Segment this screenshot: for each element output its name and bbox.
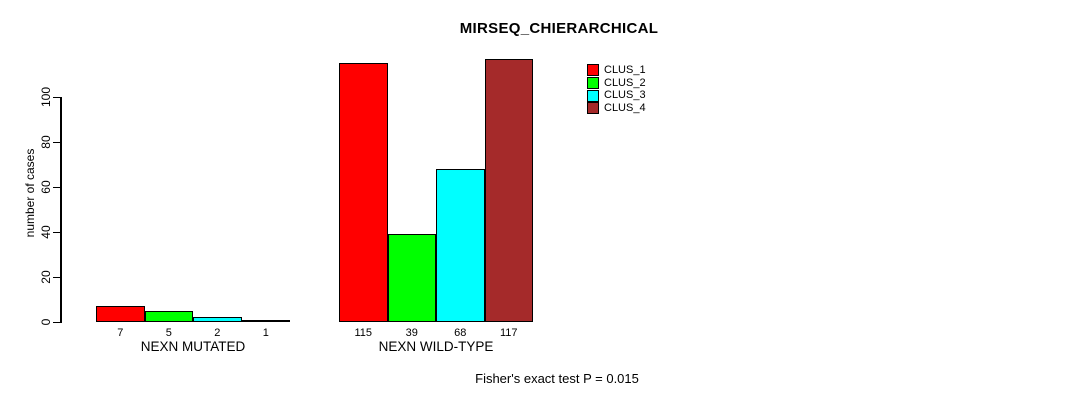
- legend-item-clus_2: CLUS_2: [587, 77, 646, 90]
- y-tick: [53, 96, 60, 98]
- bar-value-label: 68: [454, 327, 467, 339]
- y-tick-label: 100: [39, 86, 53, 108]
- bar-value-label: 7: [117, 327, 124, 339]
- legend-label: CLUS_4: [604, 101, 646, 114]
- bar-clus_1-group0: [96, 306, 145, 322]
- bar-value-label: 1: [262, 327, 269, 339]
- bar-clus_4-group0: [241, 320, 290, 322]
- fisher-test-annotation: Fisher's exact test P = 0.015: [475, 371, 639, 386]
- bar-value-label: 115: [354, 327, 373, 339]
- legend-label: CLUS_2: [604, 76, 646, 89]
- y-tick: [53, 231, 60, 233]
- legend-label: CLUS_1: [604, 63, 646, 76]
- legend-swatch-icon: [587, 64, 599, 77]
- chart-title: MIRSEQ_CHIERARCHICAL: [459, 20, 659, 37]
- y-tick: [53, 141, 60, 143]
- bar-clus_2-group1: [387, 234, 436, 322]
- x-group-label: NEXN MUTATED: [140, 339, 246, 354]
- y-tick-label: 60: [39, 180, 53, 194]
- legend: CLUS_1 CLUS_2 CLUS_3 CLUS_4: [587, 64, 646, 115]
- y-axis-line: [60, 97, 62, 323]
- y-tick: [53, 186, 60, 188]
- y-tick: [53, 321, 60, 323]
- y-tick-label: 0: [39, 318, 53, 326]
- bar-clus_4-group1: [484, 59, 533, 322]
- bar-value-label: 117: [499, 327, 518, 339]
- y-tick-label: 40: [39, 225, 53, 239]
- y-tick-label: 80: [39, 135, 53, 149]
- legend-item-clus_1: CLUS_1: [587, 64, 646, 77]
- legend-item-clus_3: CLUS_3: [587, 89, 646, 102]
- legend-item-clus_4: CLUS_4: [587, 102, 646, 115]
- x-group-label: NEXN WILD-TYPE: [378, 339, 494, 354]
- bar-clus_3-group1: [436, 169, 485, 322]
- bar-value-label: 39: [405, 327, 418, 339]
- bar-clus_3-group0: [193, 317, 242, 322]
- legend-swatch-icon: [587, 77, 599, 90]
- bar-clus_2-group0: [144, 311, 193, 322]
- bar-value-label: 2: [214, 327, 221, 339]
- y-tick: [53, 276, 60, 278]
- y-tick-label: 20: [39, 270, 53, 284]
- bar-value-label: 5: [165, 327, 172, 339]
- legend-swatch-icon: [587, 89, 599, 102]
- legend-label: CLUS_3: [604, 89, 646, 102]
- bar-clus_1-group1: [339, 63, 388, 322]
- legend-swatch-icon: [587, 102, 599, 115]
